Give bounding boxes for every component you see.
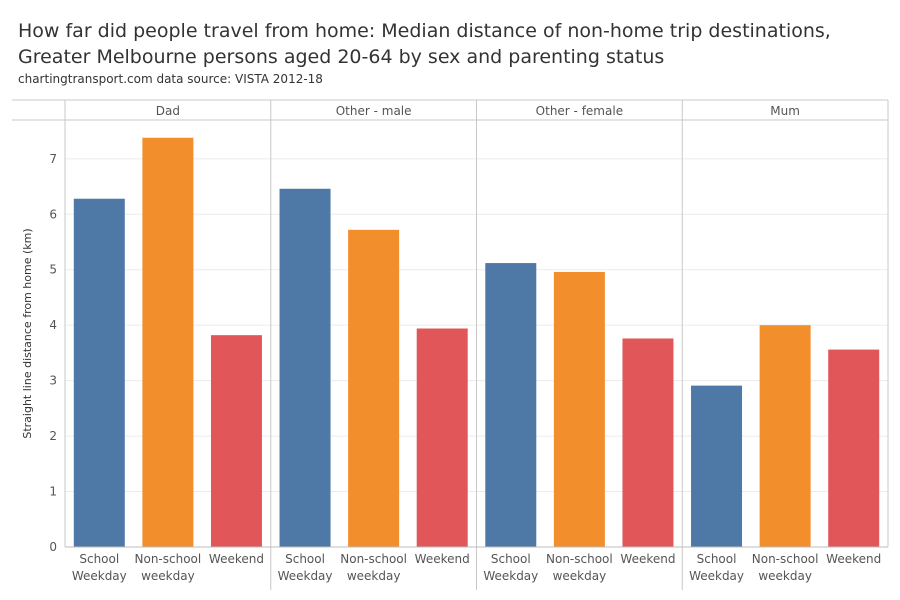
x-category-label: Non-school: [752, 552, 819, 566]
x-category-label: weekday: [758, 569, 812, 583]
x-category-label: Weekend: [826, 552, 881, 566]
y-tick-label: 7: [49, 152, 57, 166]
x-category-label: weekday: [347, 569, 401, 583]
bar: [759, 325, 811, 547]
x-category-label: Weekend: [209, 552, 264, 566]
group-header: Other - male: [336, 104, 412, 118]
group-header: Dad: [156, 104, 180, 118]
x-category-label: Weekend: [620, 552, 675, 566]
bar: [142, 137, 194, 547]
chart-title: How far did people travel from home: Med…: [18, 18, 888, 70]
x-category-label: Non-school: [340, 552, 407, 566]
y-tick-label: 3: [49, 374, 57, 388]
x-category-label: School: [697, 552, 737, 566]
axis-layer: 0 1 2 3 4 5 6 7 Dad School Weekday Non-school weekda…: [12, 99, 889, 590]
y-tick-label: 1: [49, 485, 57, 499]
y-axis-title: Straight line distance from home (km): [21, 228, 34, 438]
title-line-2: Greater Melbourne persons aged 20-64 by …: [18, 46, 665, 68]
group-header: Mum: [770, 104, 800, 118]
bar: [279, 188, 331, 547]
x-category-label: Non-school: [135, 552, 202, 566]
x-category-label: Weekday: [278, 569, 333, 583]
y-tick-label: 2: [49, 429, 57, 443]
bar: [348, 229, 400, 548]
bar: [691, 385, 743, 547]
x-category-label: School: [79, 552, 119, 566]
x-category-label: weekday: [553, 569, 607, 583]
bar: [828, 349, 880, 547]
y-tick-label: 0: [49, 540, 57, 554]
bar: [416, 328, 468, 547]
bar: [210, 335, 262, 547]
bar: [622, 338, 674, 547]
bar: [73, 198, 125, 547]
group-header: Other - female: [536, 104, 623, 118]
x-category-label: Weekend: [415, 552, 470, 566]
bar: [553, 271, 605, 547]
bar: [485, 263, 537, 547]
y-tick-label: 4: [49, 318, 57, 332]
x-category-label: Weekday: [689, 569, 744, 583]
y-tick-label: 6: [49, 207, 57, 221]
x-category-label: School: [491, 552, 531, 566]
x-category-label: School: [285, 552, 325, 566]
x-category-label: Weekday: [483, 569, 538, 583]
x-category-label: Non-school: [546, 552, 613, 566]
bar-layer: [73, 137, 880, 548]
y-tick-label: 5: [49, 263, 57, 277]
title-line-1: How far did people travel from home: Med…: [18, 20, 831, 42]
x-category-label: Weekday: [72, 569, 127, 583]
x-category-label: weekday: [141, 569, 195, 583]
chart-subtitle: chartingtransport.com data source: VISTA…: [18, 72, 323, 86]
